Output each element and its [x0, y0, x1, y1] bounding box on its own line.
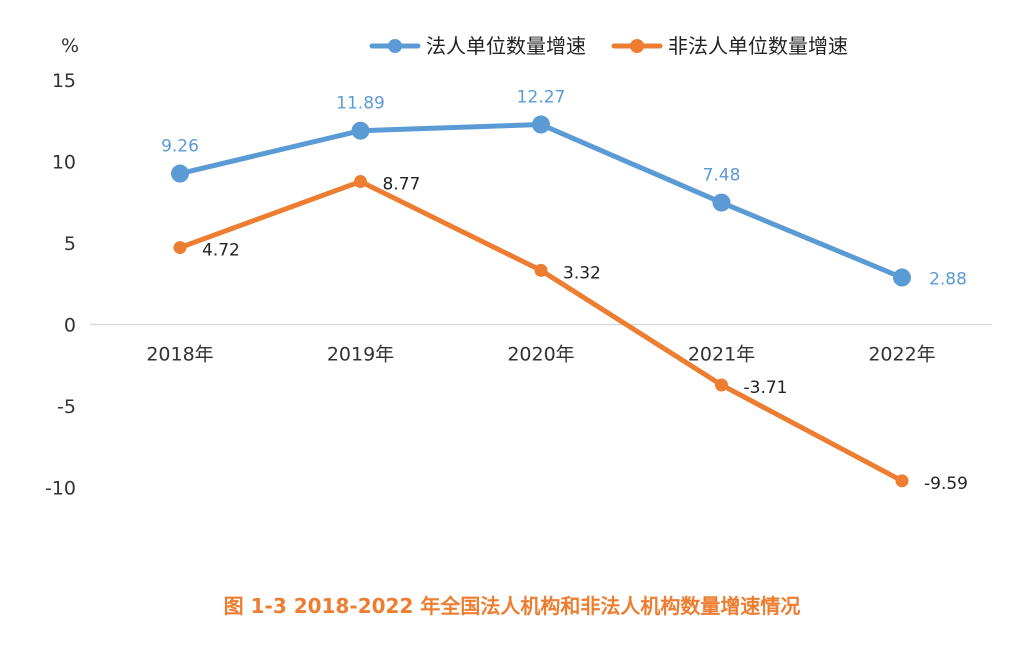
x-category-label: 2018年 — [146, 344, 213, 366]
y-tick-label: -5 — [57, 396, 76, 418]
data-point — [171, 164, 189, 183]
legend-entry: 非法人单位数量增速 — [668, 34, 848, 58]
data-point — [893, 268, 911, 287]
y-unit-label: % — [61, 35, 79, 57]
data-label: 12.27 — [517, 87, 566, 107]
x-category-label: 2022年 — [868, 344, 935, 366]
data-point — [351, 121, 370, 140]
data-point — [173, 241, 187, 255]
data-label: 11.89 — [336, 94, 385, 114]
line-chart: % 15 10 5 0 -5 -10 2018年 2019年 2020年 2021年 2022年 9.2… — [45, 34, 992, 500]
data-label: 7.48 — [703, 166, 741, 186]
data-label: -9.59 — [924, 474, 968, 494]
x-category-label: 2020年 — [507, 344, 574, 366]
series-line — [177, 179, 905, 484]
y-tick-label: -10 — [45, 478, 76, 500]
data-point — [895, 474, 909, 488]
series-line — [177, 121, 905, 281]
data-point — [715, 378, 728, 392]
data-label: 2.88 — [929, 270, 967, 290]
legend-marker — [630, 39, 644, 53]
x-category-label: 2021年 — [688, 344, 755, 366]
legend-marker — [388, 39, 402, 53]
y-tick-label: 15 — [52, 70, 76, 92]
y-tick-label: 10 — [52, 152, 76, 174]
y-tick-label: 5 — [64, 233, 76, 255]
legend-entry: 法人单位数量增速 — [426, 34, 586, 58]
data-point — [534, 263, 548, 277]
figure-caption: 图 1-3 2018-2022 年全国法人机构和非法人机构数量增速情况 — [223, 594, 801, 618]
x-category-label: 2019年 — [327, 344, 394, 366]
data-label: 3.32 — [563, 263, 601, 283]
data-point — [354, 175, 367, 189]
data-label: 9.26 — [161, 137, 199, 157]
data-point — [712, 193, 731, 212]
data-label: 8.77 — [383, 175, 421, 195]
data-label: 4.72 — [202, 241, 240, 261]
data-point — [532, 115, 550, 134]
y-tick-label: 0 — [64, 315, 76, 337]
data-label: -3.71 — [744, 378, 788, 398]
